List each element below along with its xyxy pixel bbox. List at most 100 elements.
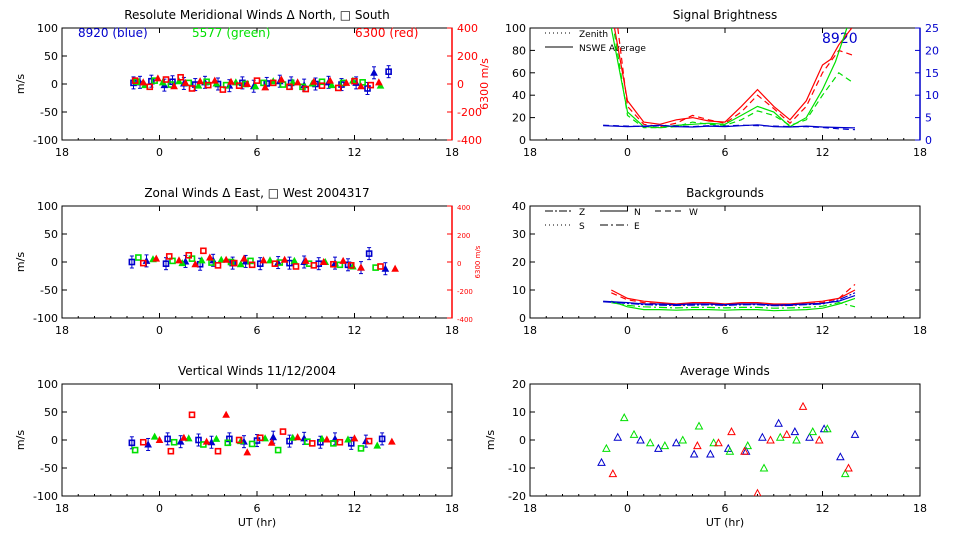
merid-annotation: 8920 (blue) xyxy=(78,26,148,40)
avg-data-point xyxy=(753,488,762,496)
avg-data-point xyxy=(619,413,629,422)
vert-data-point xyxy=(248,440,256,448)
zonal-data-point xyxy=(222,255,230,263)
zonal-data-point xyxy=(319,257,328,265)
merid-data-point xyxy=(370,66,378,80)
merid-x-tick-label: 12 xyxy=(348,146,362,159)
vert-data-point xyxy=(164,432,171,446)
zonal-data-point xyxy=(330,260,337,268)
zonal-data-point xyxy=(240,254,248,262)
zonal-x-tick-label: 12 xyxy=(348,324,362,337)
avg-data-point xyxy=(808,427,818,436)
vert-data-point xyxy=(226,432,233,446)
merid-data-point xyxy=(133,78,141,86)
vert-data-point xyxy=(131,446,139,454)
vert-y-tick-label: -50 xyxy=(40,462,58,475)
zonal-data-point xyxy=(236,260,245,268)
merid-data-point xyxy=(175,77,183,85)
backgr-legend-label: N xyxy=(634,208,641,218)
backgr-x-tick-label: 18 xyxy=(913,324,927,337)
zonal-data-point xyxy=(128,255,136,269)
merid-data-point xyxy=(146,83,154,91)
merid-y-axis-label: m/s xyxy=(14,74,27,94)
avg-data-point xyxy=(836,452,845,461)
merid-data-point xyxy=(357,82,365,90)
zonal-right-tick-label: -200 xyxy=(457,288,473,296)
avg-data-point xyxy=(706,449,715,458)
vert-data-point xyxy=(202,437,211,445)
vert-data-point xyxy=(222,410,230,418)
merid-right-tick-label: 200 xyxy=(457,50,478,63)
zonal-y-tick-label: 0 xyxy=(51,256,58,269)
merid-data-point xyxy=(327,81,336,89)
avg-data-point xyxy=(798,401,808,410)
merid-plot-frame xyxy=(61,27,453,141)
zonal-data-point xyxy=(357,263,365,271)
backgr-legend-label: E xyxy=(634,222,640,232)
zonal-right-tick-label: 400 xyxy=(457,204,470,212)
zonal-data-point xyxy=(175,256,183,264)
bright-y-tick-label: 40 xyxy=(512,89,526,102)
zonal-data-point xyxy=(256,257,264,271)
backgr-y-tick-label: 10 xyxy=(512,284,526,297)
merid-data-point xyxy=(342,78,351,86)
merid-data-point xyxy=(375,78,383,86)
avg-data-point xyxy=(775,432,785,441)
backgr-plot-frame xyxy=(529,205,921,319)
merid-data-point xyxy=(196,77,204,85)
vert-y-tick-label: -100 xyxy=(33,490,58,503)
merid-data-point xyxy=(203,78,210,86)
zonal-data-point xyxy=(152,254,161,262)
vert-data-point xyxy=(344,435,352,443)
vert-x-tick-label: 0 xyxy=(156,502,163,515)
vert-data-point xyxy=(261,434,269,442)
backgr-series-line xyxy=(611,283,856,307)
vert-panel: Vertical Winds 11/12/2004 18 0 6 12 18 100 50 0 -… xyxy=(14,364,459,529)
bright-y-tick-label: 100 xyxy=(505,22,526,35)
zonal-right-tick-label: -400 xyxy=(457,316,473,324)
merid-y-tick-label: -50 xyxy=(40,106,58,119)
backgr-x-tick-label: 0 xyxy=(624,324,631,337)
zonal-data-point xyxy=(292,263,300,270)
zonal-data-point xyxy=(214,262,222,269)
merid-data-point xyxy=(376,81,385,89)
zonal-data-point xyxy=(286,256,293,270)
vert-data-point xyxy=(195,433,202,447)
avg-data-point xyxy=(694,421,704,430)
avg-data-point xyxy=(790,427,800,436)
avg-x-tick-label: 6 xyxy=(722,502,729,515)
merid-right-tick-label: -200 xyxy=(457,106,482,119)
avg-data-point xyxy=(850,429,860,438)
merid-data-point xyxy=(154,74,162,82)
avg-data-point xyxy=(766,435,775,444)
zonal-y-tick-label: 50 xyxy=(44,228,58,241)
merid-right-tick-label: 400 xyxy=(457,22,478,35)
vert-y-tick-label: 50 xyxy=(44,406,58,419)
vert-x-tick-label: 6 xyxy=(254,502,261,515)
bright-legend-label: Zenith xyxy=(579,30,608,40)
backgr-series-line xyxy=(611,301,856,309)
bright-right-tick-label: 25 xyxy=(925,22,939,35)
vert-data-point xyxy=(293,433,302,441)
zonal-y-tick-label: 100 xyxy=(37,200,58,213)
zonal-x-tick-label: 6 xyxy=(254,324,261,337)
bright-right-tick-label: 10 xyxy=(925,89,939,102)
avg-y-tick-label: -20 xyxy=(508,490,526,503)
backgr-series-line xyxy=(611,297,856,312)
bright-plot-area xyxy=(603,28,856,131)
bright-right-tick-label: 5 xyxy=(925,112,932,125)
merid-right-tick-label: 0 xyxy=(457,78,464,91)
zonal-plot-area xyxy=(128,247,399,276)
zonal-data-point xyxy=(347,262,355,269)
vert-data-point xyxy=(267,438,276,446)
bright-title: Signal Brightness xyxy=(673,8,778,22)
vert-title: Vertical Winds 11/12/2004 xyxy=(178,364,336,378)
avg-data-point xyxy=(743,441,753,450)
avg-y-tick-label: 0 xyxy=(519,434,526,447)
backgr-series-line xyxy=(603,292,856,307)
merid-data-point xyxy=(210,76,219,84)
avg-y-axis-label: m/s xyxy=(484,430,497,450)
bright-series-line xyxy=(603,124,856,131)
zonal-x-tick-label: 18 xyxy=(55,324,69,337)
